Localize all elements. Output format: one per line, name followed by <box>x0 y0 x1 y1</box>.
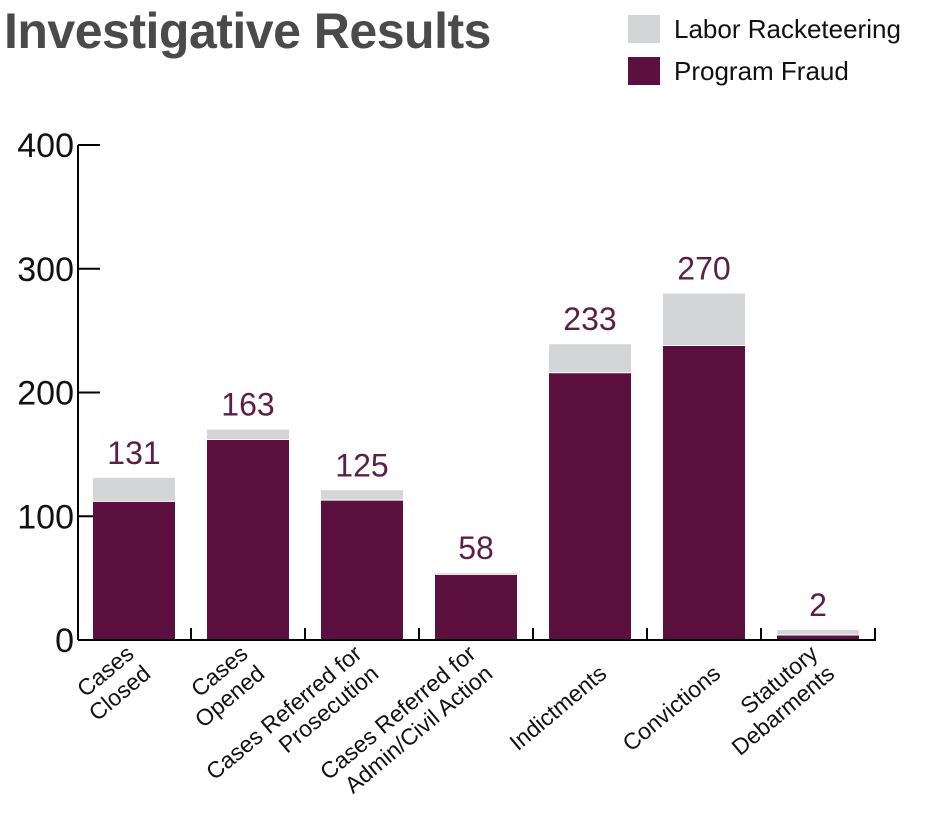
bar-program-fraud-0 <box>93 501 175 640</box>
bar-labor-racketeering-1 <box>207 429 289 440</box>
legend: Labor Racketeering Program Fraud <box>628 8 901 92</box>
legend-swatch-program-fraud <box>628 57 660 85</box>
chart-title: Investigative Results <box>4 3 491 59</box>
data-label-3: 58 <box>458 530 494 566</box>
x-category-label-4-line-0: Indictments <box>504 660 611 756</box>
y-tick-label-3: 300 <box>17 251 74 289</box>
x-category-label-5: Convictions <box>617 660 725 756</box>
legend-swatch-labor-racketeering <box>628 15 660 43</box>
bar-program-fraud-3 <box>435 574 517 640</box>
y-tick-label-4: 400 <box>17 127 74 165</box>
legend-item-labor-racketeering: Labor Racketeering <box>628 8 901 50</box>
bar-program-fraud-4 <box>549 372 631 640</box>
data-label-1: 163 <box>221 387 274 423</box>
y-tick-label-2: 200 <box>17 375 74 413</box>
x-category-label-6: StatutoryDebarments <box>710 640 840 761</box>
y-tick-label-0: 0 <box>55 622 74 660</box>
bar-program-fraud-2 <box>321 500 403 640</box>
data-label-0: 131 <box>107 435 160 471</box>
legend-item-program-fraud: Program Fraud <box>628 50 901 92</box>
bar-labor-racketeering-0 <box>93 477 175 502</box>
bar-program-fraud-6 <box>777 635 859 640</box>
bar-labor-racketeering-4 <box>549 344 631 373</box>
data-label-6: 2 <box>809 587 827 623</box>
bar-labor-racketeering-3 <box>435 573 517 575</box>
y-tick-label-1: 100 <box>17 498 74 536</box>
data-label-2: 125 <box>335 447 388 483</box>
bar-program-fraud-1 <box>207 439 289 640</box>
bar-labor-racketeering-5 <box>663 293 745 346</box>
legend-label-program-fraud: Program Fraud <box>674 55 849 86</box>
x-category-label-5-line-0: Convictions <box>617 660 725 756</box>
x-category-label-0: CasesClosed <box>67 640 155 726</box>
x-category-label-4: Indictments <box>504 660 611 756</box>
data-label-4: 233 <box>563 301 616 337</box>
bar-labor-racketeering-2 <box>321 490 403 501</box>
bar-labor-racketeering-6 <box>777 630 859 636</box>
legend-label-labor-racketeering: Labor Racketeering <box>674 13 901 44</box>
bar-program-fraud-5 <box>663 345 745 640</box>
data-label-5: 270 <box>677 251 730 287</box>
